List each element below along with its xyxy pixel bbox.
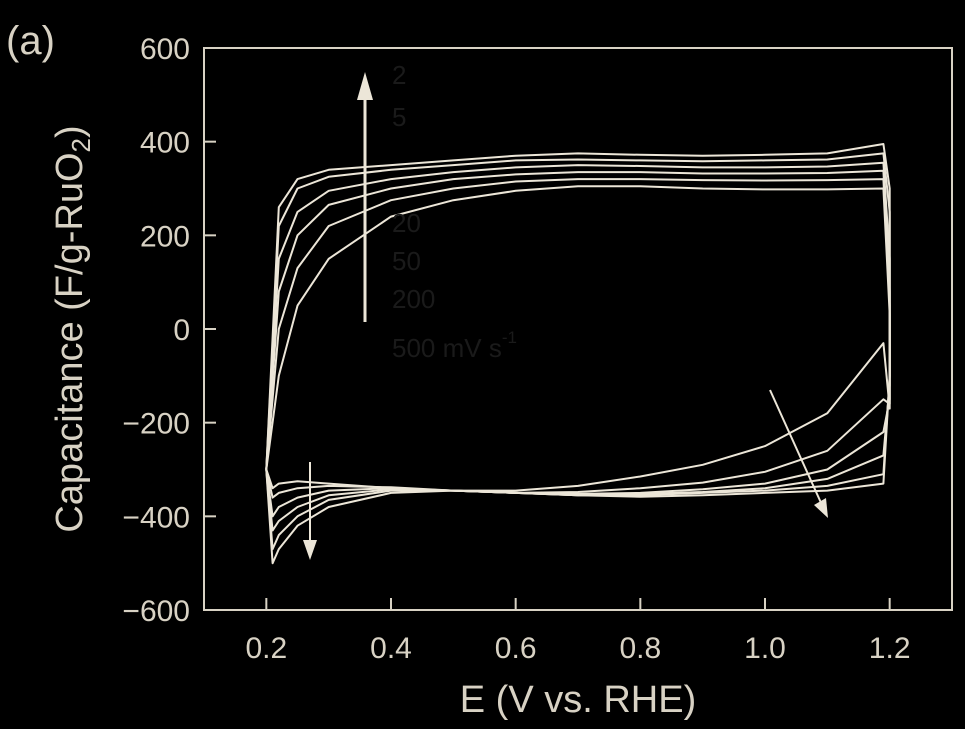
x-tick-label: 0.2: [245, 632, 287, 665]
y-tick-label: −600: [122, 595, 190, 628]
legend-superscript: -1: [502, 328, 517, 347]
legend-entry: 500 mV s-1: [392, 328, 517, 363]
x-tick-label: 0.6: [495, 632, 537, 665]
y-axis-label-sub: 2: [66, 138, 96, 152]
scan-rate-arrow-head: [357, 72, 373, 100]
y-tick-label: −400: [122, 501, 190, 534]
x-tick-label: 0.8: [619, 632, 661, 665]
legend-entry: 5: [392, 102, 406, 132]
legend-entry: 20: [392, 208, 421, 238]
scan-rate-legend: 2 5 20 50 200 500 mV s-1: [392, 60, 517, 363]
y-tick-label: 200: [140, 220, 190, 253]
cv-curves: [265, 143, 891, 565]
y-axis-label-end: ): [49, 125, 91, 138]
trend-arrow-line: [769, 389, 823, 506]
trend-arrow-head: [814, 498, 828, 518]
x-tick-label: 1.2: [869, 632, 911, 665]
y-tick-label: 400: [140, 127, 190, 160]
x-tick-label: 1.0: [744, 632, 786, 665]
y-axis-label: Capacitance (F/g-RuO2): [49, 125, 96, 532]
legend-entry: 2: [392, 60, 406, 90]
cv-curve-500: [265, 185, 891, 565]
y-tick-label: −200: [122, 408, 190, 441]
y-axis-label-main: Capacitance (F/g-RuO: [49, 152, 91, 532]
panel-label: (a): [6, 19, 55, 63]
x-axis-label: E (V vs. RHE): [460, 679, 696, 721]
y-tick-label: 0: [173, 314, 190, 347]
x-tick-label: 0.4: [370, 632, 412, 665]
down-arrow-head: [303, 540, 317, 560]
x-axis: 0.2 0.4 0.6 0.8 1.0 1.2: [245, 598, 911, 665]
y-tick-label: 600: [140, 33, 190, 66]
legend-entry: 200: [392, 284, 435, 314]
y-axis: 600 400 200 0 −200 −400 −600: [122, 33, 216, 628]
legend-entry: 50: [392, 246, 421, 276]
